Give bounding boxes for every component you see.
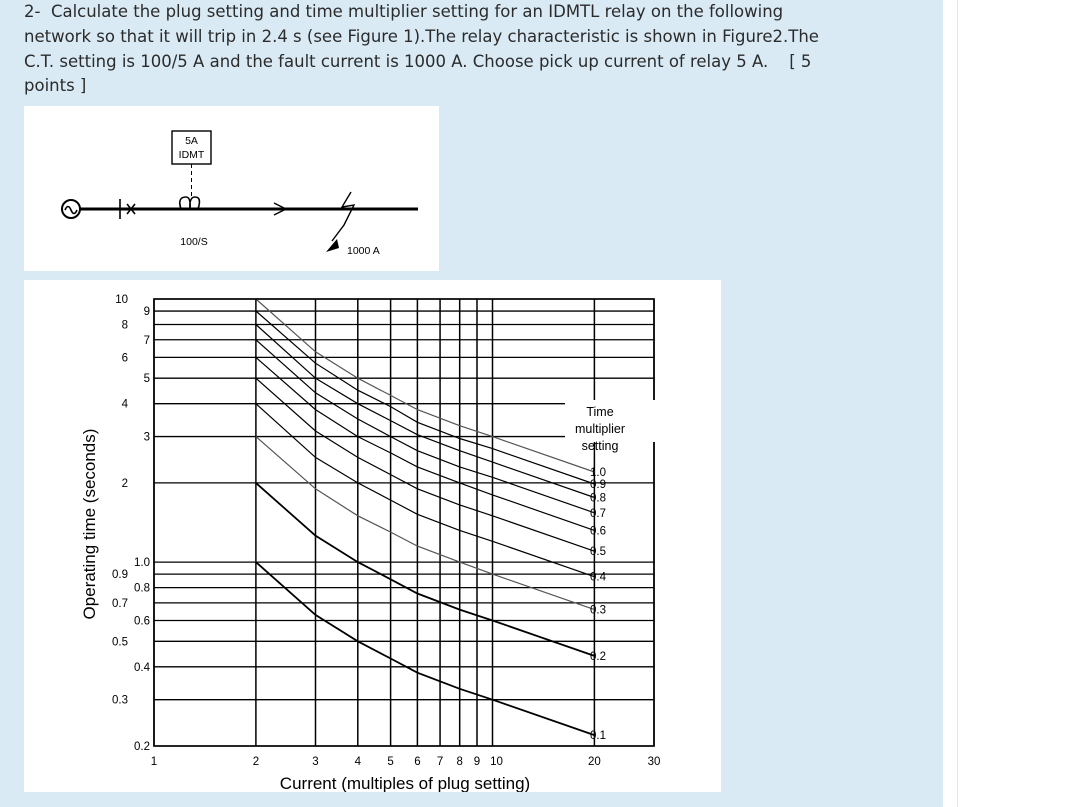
y-tick-label-inner: 3 — [144, 432, 150, 444]
relay-box — [171, 130, 212, 165]
page-divider — [957, 0, 958, 807]
legend-title-line-2: multiplier — [575, 422, 625, 436]
curve-tms-0-9 — [255, 310, 595, 485]
relay-label-bottom: IDMT — [179, 149, 205, 161]
y-tick-label-outer: 8 — [122, 319, 128, 331]
x-tick-label: 30 — [648, 756, 661, 768]
legend-title-line-3: setting — [582, 439, 619, 453]
question-line-2: network so that it will trip in 2.4 s (s… — [24, 26, 819, 46]
y-tick-label-inner: 5 — [144, 373, 150, 385]
question-line-4: points ] — [24, 76, 87, 96]
curve-tms-0-6 — [255, 356, 595, 531]
x-tick-label: 7 — [437, 756, 443, 768]
generator-wave — [64, 205, 78, 215]
x-tick-label: 8 — [456, 756, 462, 768]
curve-label-0-9: 0.9 — [590, 479, 606, 491]
curve-tms-0-1 — [255, 561, 595, 736]
x-axis-title: Current (multiples of plug setting) — [280, 774, 530, 792]
y-tick-label-inner: 9 — [144, 306, 150, 318]
y-tick-label-outer: 10 — [115, 294, 128, 306]
curve-tms-0-8 — [255, 324, 595, 499]
figure-1-network-diagram: 5A IDMT 100/S 1000 A — [24, 106, 439, 271]
y-tick-label-outer: 0.7 — [112, 598, 128, 610]
curve-label-0-7: 0.7 — [590, 508, 606, 520]
direction-arrow — [273, 202, 288, 216]
curve-label-0-5: 0.5 — [590, 546, 606, 558]
curve-label-0-3: 0.3 — [590, 605, 606, 617]
plot-frame — [153, 298, 655, 747]
relay-label-top: 5A — [185, 135, 198, 147]
curve-label-0-4: 0.4 — [590, 572, 607, 584]
curve-label-0-6: 0.6 — [590, 525, 606, 537]
x-tick-label: 3 — [312, 756, 318, 768]
ct-icon — [179, 196, 201, 210]
x-tick-label: 1 — [151, 756, 157, 768]
y-tick-label-inner: 1.0 — [134, 557, 150, 569]
question-line-3: C.T. setting is 100/5 A and the fault cu… — [24, 51, 812, 71]
curve-tms-0-7 — [255, 339, 595, 514]
y-tick-label-outer: 0.3 — [112, 695, 128, 707]
fault-icon — [331, 191, 356, 242]
legend-title-line-1: Time — [586, 405, 613, 419]
curve-label-0-1: 0.1 — [590, 730, 606, 742]
fault-current-label: 1000 A — [347, 245, 380, 257]
x-tick-label: 20 — [588, 756, 601, 768]
x-tick-label: 9 — [474, 756, 480, 768]
curve-label-1-0: 1.0 — [590, 467, 606, 479]
y-tick-label-outer: 6 — [122, 352, 128, 364]
y-tick-label-outer: 0.5 — [112, 636, 128, 648]
y-tick-label-inner: 0.8 — [134, 583, 150, 595]
x-tick-label: 4 — [355, 756, 362, 768]
y-axis-title: Operating time (seconds) — [80, 429, 99, 620]
question-line-1: 2- Calculate the plug setting and time m… — [24, 2, 784, 21]
y-tick-label-outer: 4 — [122, 399, 129, 411]
curve-tms-1-0 — [255, 298, 595, 473]
curve-label-0-8: 0.8 — [590, 493, 606, 505]
x-tick-label: 10 — [490, 756, 503, 768]
curve-tms-0-3 — [255, 436, 595, 611]
ct-ratio-label: 100/S — [180, 236, 207, 248]
question-text: 2- Calculate the plug setting and time m… — [24, 0, 924, 99]
y-tick-label-inner: 7 — [144, 335, 150, 347]
y-tick-label-outer: 2 — [122, 478, 128, 490]
y-tick-label-inner: 0.2 — [134, 741, 150, 753]
x-tick-label: 6 — [414, 756, 420, 768]
x-tick-label: 5 — [387, 756, 393, 768]
legend-box-bg — [565, 400, 657, 442]
y-tick-label-outer: 0.9 — [112, 569, 128, 581]
curve-tms-0-5 — [255, 377, 595, 552]
x-tick-label: 2 — [253, 756, 259, 768]
y-tick-label-inner: 0.4 — [134, 662, 151, 674]
curve-tms-0-4 — [255, 403, 595, 578]
question-panel: 2- Calculate the plug setting and time m… — [0, 0, 943, 807]
curve-label-0-2: 0.2 — [590, 651, 606, 663]
figure-2-relay-characteristic: 1 2 3 4 5 6 7 8 9 10 20 30 10 8 6 4 2 0.9 0.7 0.5 0.3 9 7 5 3 1.0… — [24, 280, 721, 793]
y-tick-label-inner: 0.6 — [134, 615, 150, 627]
curve-tms-0-2 — [255, 482, 595, 657]
